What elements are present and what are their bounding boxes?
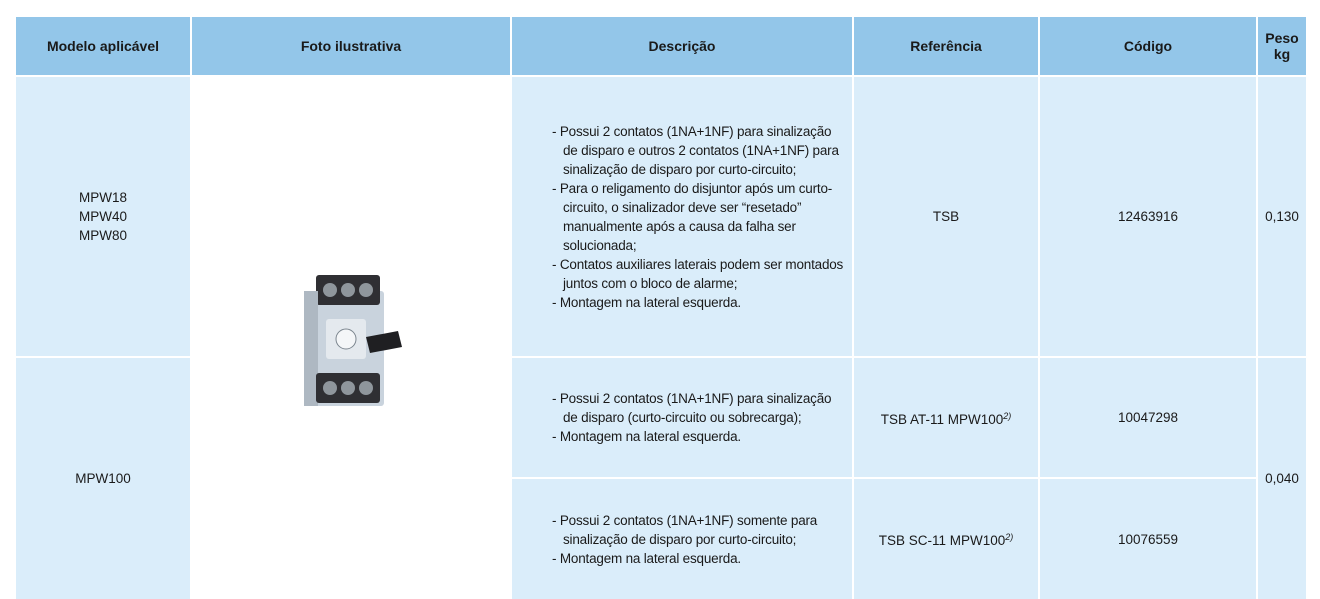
photo-cell: [190, 75, 512, 599]
row: MPW18 MPW40 MPW80 Possui 2 contatos (1NA+1…: [14, 75, 1306, 599]
model-name: MPW100: [75, 471, 131, 486]
reference-note: 2): [1003, 410, 1012, 421]
description-item: Possui 2 contatos (1NA+1NF) para sinaliz…: [552, 389, 844, 427]
description-list: Possui 2 contatos (1NA+1NF) para sinaliz…: [552, 122, 844, 312]
description-item: Montagem na lateral esquerda.: [552, 293, 844, 312]
model-cell: MPW100: [14, 356, 192, 599]
row: MPW100 Possui 2 contatos (1NA+1NF) para …: [14, 356, 1306, 599]
reference-cell: TSB: [852, 75, 1040, 358]
description-cell: Possui 2 contatos (1NA+1NF) para sinaliz…: [510, 75, 854, 358]
model-name: MPW18: [78, 190, 127, 205]
table-container: Modelo aplicável Foto ilustrativa Descri…: [14, 15, 1306, 599]
code-cell: 10076559: [1038, 477, 1258, 599]
description-item: Montagem na lateral esquerda.: [552, 549, 844, 568]
reference-text: TSB: [932, 209, 960, 224]
header-cell: Foto ilustrativa: [190, 15, 512, 77]
model-name: MPW80: [78, 228, 127, 243]
row: Possui 2 contatos (1NA+1NF) somente para…: [15, 477, 1306, 599]
weight-cell: 0,040: [1256, 356, 1306, 599]
description-list: Possui 2 contatos (1NA+1NF) para sinaliz…: [552, 389, 844, 446]
header-cell: Referência: [852, 15, 1040, 77]
reference-note: 2): [1005, 532, 1014, 542]
header-cell: Código: [1038, 15, 1258, 77]
reference-text: TSB AT-11 MPW100: [880, 411, 1004, 427]
reference-cell: TSB SC-11 MPW1002): [852, 477, 1040, 599]
model-name: MPW40: [78, 209, 127, 224]
description-item: Para o religamento do disjuntor após um …: [552, 179, 844, 255]
description-cell: Possui 2 contatos (1NA+1NF) para sinaliz…: [510, 356, 854, 479]
model-cell: MPW18 MPW40 MPW80: [14, 75, 192, 358]
header-row: Modelo aplicável Foto ilustrativa Descri…: [14, 15, 1306, 77]
reference-text: TSB SC-11 MPW100: [878, 533, 1006, 548]
description-item: Montagem na lateral esquerda.: [552, 427, 844, 446]
product-photo: [304, 274, 402, 406]
code-cell: 10047298: [1038, 356, 1258, 479]
description-item: Possui 2 contatos (1NA+1NF) para sinaliz…: [552, 122, 844, 179]
accessory-table: Modelo aplicável Foto ilustrativa Descri…: [14, 15, 1306, 599]
description-item: Contatos auxiliares laterais podem ser m…: [552, 255, 844, 293]
reference-cell: TSB AT-11 MPW1002): [852, 356, 1040, 479]
description-item: Possui 2 contatos (1NA+1NF) somente para…: [552, 511, 844, 549]
header-cell: Modelo aplicável: [14, 15, 192, 77]
header-cell: Peso kg: [1256, 15, 1306, 77]
code-cell: 12463916: [1038, 75, 1258, 358]
description-cell: Possui 2 contatos (1NA+1NF) somente para…: [510, 477, 854, 599]
header-cell: Descrição: [510, 15, 854, 77]
weight-cell: 0,130: [1256, 75, 1306, 358]
description-list: Possui 2 contatos (1NA+1NF) somente para…: [552, 511, 844, 568]
